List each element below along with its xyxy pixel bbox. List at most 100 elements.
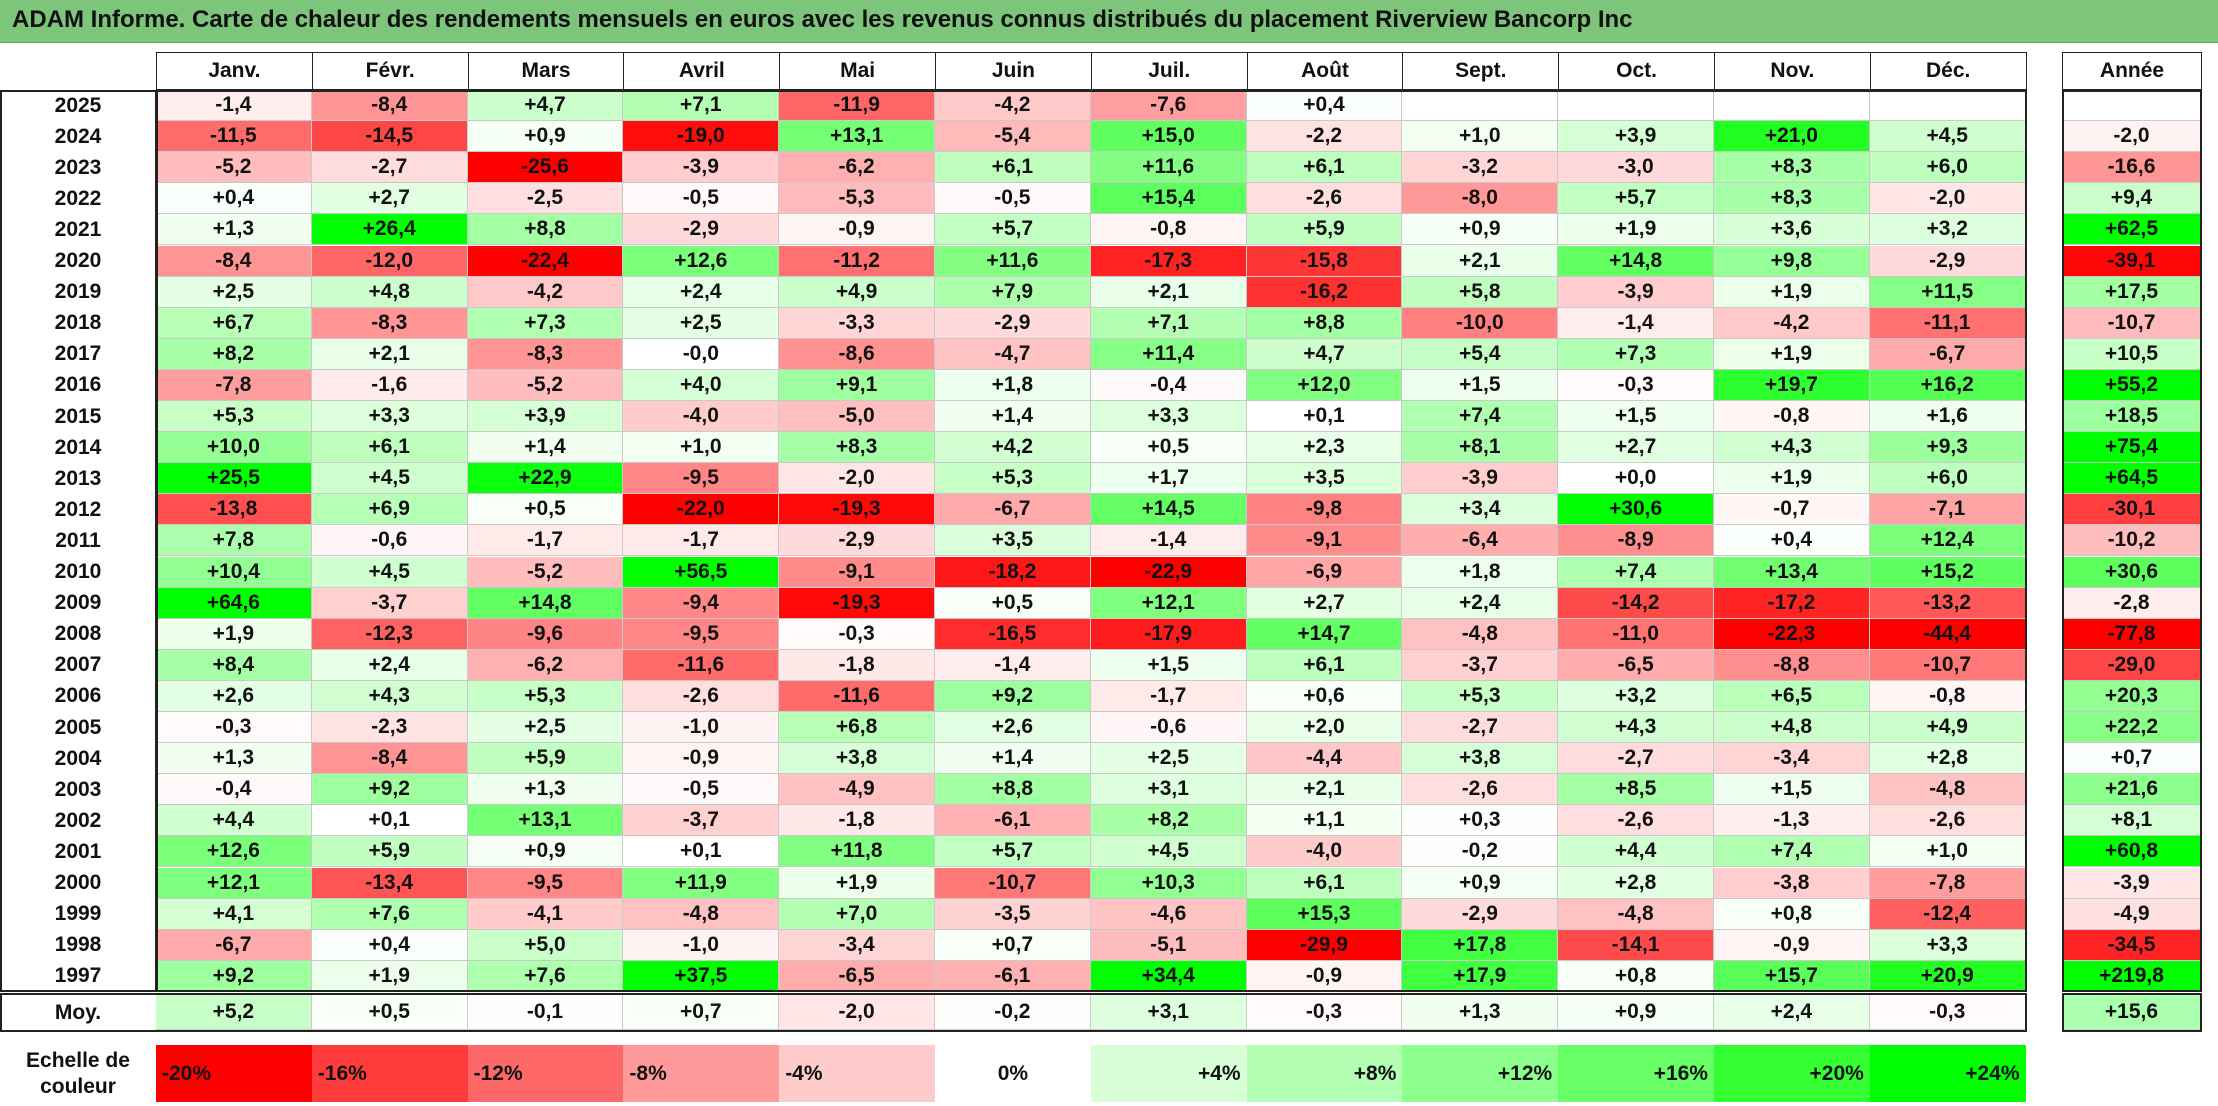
heatmap-cell: +17,8	[1402, 929, 1559, 961]
heatmap-cell: +12,4	[1869, 525, 2026, 557]
heatmap-cell: +8,2	[156, 338, 312, 370]
heatmap-cell: -0,6	[1090, 712, 1247, 744]
annual-cell: -2,0	[2062, 121, 2202, 153]
heatmap-cell: -4,8	[1558, 898, 1714, 930]
heatmap-cell: +4,9	[779, 276, 935, 308]
heatmap-cell: +10,4	[156, 556, 312, 588]
heatmap-cell: -9,5	[623, 618, 780, 650]
heatmap-cell: +4,5	[1090, 836, 1247, 868]
month-header: Févr.	[311, 52, 469, 90]
heatmap-cell: +6,1	[935, 152, 1091, 184]
heatmap-cell: -1,8	[779, 805, 935, 837]
heatmap-cell: +6,0	[1869, 463, 2026, 495]
year-label: 2009	[54, 591, 102, 615]
heatmap-cell: +1,5	[1402, 369, 1559, 401]
year-label: 2020	[54, 249, 102, 273]
heatmap-cell: +5,3	[935, 463, 1091, 495]
heatmap-cell: -0,4	[1090, 369, 1247, 401]
annual-cell: +30,6	[2062, 556, 2202, 588]
heatmap-cell: +14,5	[1090, 494, 1247, 526]
heatmap-cell: -3,5	[935, 898, 1091, 930]
heatmap-cell: -2,6	[1558, 805, 1714, 837]
year-label: 2002	[54, 808, 102, 832]
heatmap-cell: +2,5	[156, 276, 312, 308]
annual-cell: +62,5	[2062, 214, 2202, 246]
annual-cell: -30,1	[2062, 494, 2202, 526]
heatmap-cell: +4,8	[311, 276, 468, 308]
heatmap-cell: +6,8	[779, 712, 935, 744]
heatmap-cell: +4,4	[156, 805, 312, 837]
heatmap-cell: +15,2	[1869, 556, 2026, 588]
heatmap-cell: +1,9	[1714, 463, 1870, 495]
heatmap-cell: +1,9	[1558, 214, 1714, 246]
heatmap-cell: -6,7	[935, 494, 1091, 526]
heatmap-cell: +9,2	[311, 774, 468, 806]
heatmap-cell: -44,4	[1869, 618, 2026, 650]
annual-cell: +18,5	[2062, 401, 2202, 433]
title-bar: ADAM Informe. Carte de chaleur des rende…	[0, 0, 2218, 43]
heatmap-cell: +10,0	[156, 432, 312, 464]
heatmap-cell: +5,7	[935, 836, 1091, 868]
heatmap-cell: -4,1	[467, 898, 624, 930]
heatmap-cell: +1,8	[1402, 556, 1559, 588]
average-cell: +5,2	[156, 995, 312, 1030]
heatmap-cell: +0,1	[623, 836, 780, 868]
year-label: 2006	[54, 684, 102, 708]
heatmap-cell: -11,2	[779, 245, 935, 277]
year-label: 2007	[54, 653, 102, 677]
heatmap-cell: +7,3	[467, 307, 624, 339]
annual-cell	[2062, 90, 2202, 122]
heatmap-cell: -0,8	[1090, 214, 1247, 246]
heatmap-cell: +12,0	[1246, 369, 1403, 401]
heatmap-cell: +3,3	[1090, 401, 1247, 433]
heatmap-cell: +1,3	[156, 214, 312, 246]
heatmap-cell: -11,9	[779, 90, 935, 122]
heatmap-cell: -2,6	[1402, 774, 1559, 806]
heatmap-cell: +0,5	[935, 587, 1091, 619]
heatmap-cell: +4,7	[467, 90, 624, 122]
heatmap-cell: -3,2	[1402, 152, 1559, 184]
heatmap-cell: +6,1	[311, 432, 468, 464]
heatmap-cell: -9,8	[1246, 494, 1403, 526]
heatmap-cell	[1402, 90, 1559, 122]
heatmap-cell: +0,4	[1714, 525, 1870, 557]
heatmap-cell: -8,3	[311, 307, 468, 339]
annual-cell: -39,1	[2062, 245, 2202, 277]
heatmap-cell: +25,5	[156, 463, 312, 495]
average-cell: +0,9	[1558, 995, 1714, 1030]
page-title: ADAM Informe. Carte de chaleur des rende…	[12, 6, 1633, 33]
scale-swatch: -4%	[779, 1045, 935, 1102]
heatmap-cell: -2,6	[1869, 805, 2026, 837]
heatmap-cell: -2,5	[467, 183, 624, 215]
heatmap-cell: -8,9	[1558, 525, 1714, 557]
heatmap-cell: -22,9	[1090, 556, 1247, 588]
year-label: 2016	[54, 373, 102, 397]
heatmap-cell: -0,3	[779, 618, 935, 650]
heatmap-cell: +11,5	[1869, 276, 2026, 308]
heatmap-cell: -9,6	[467, 618, 624, 650]
annual-cell: -10,7	[2062, 307, 2202, 339]
heatmap-cell: +1,1	[1246, 805, 1403, 837]
heatmap-cell: -6,5	[1558, 649, 1714, 681]
year-label: 2024	[54, 124, 102, 148]
heatmap-cell: +6,0	[1869, 152, 2026, 184]
heatmap-cell: +3,8	[779, 743, 935, 775]
heatmap-cell: +0,0	[1558, 463, 1714, 495]
heatmap-cell: +4,0	[623, 369, 780, 401]
heatmap-cell: -17,2	[1714, 587, 1870, 619]
heatmap-cell: -0,3	[156, 712, 312, 744]
heatmap-cell: +1,9	[1714, 338, 1870, 370]
heatmap-cell: +2,1	[1090, 276, 1247, 308]
heatmap-cell: -4,8	[1402, 618, 1559, 650]
heatmap-cell: +0,5	[467, 494, 624, 526]
heatmap-cell: -0,0	[623, 338, 780, 370]
heatmap-cell: -2,9	[1402, 898, 1559, 930]
heatmap-cell: +0,1	[1246, 401, 1403, 433]
scale-swatch: +12%	[1402, 1045, 1559, 1102]
heatmap-cell: -11,1	[1869, 307, 2026, 339]
heatmap-cell: +2,0	[1246, 712, 1403, 744]
heatmap-cell: +2,8	[1869, 743, 2026, 775]
heatmap-cell: -0,9	[1714, 929, 1870, 961]
heatmap-cell: -1,7	[1090, 680, 1247, 712]
scale-swatch: +16%	[1558, 1045, 1714, 1102]
